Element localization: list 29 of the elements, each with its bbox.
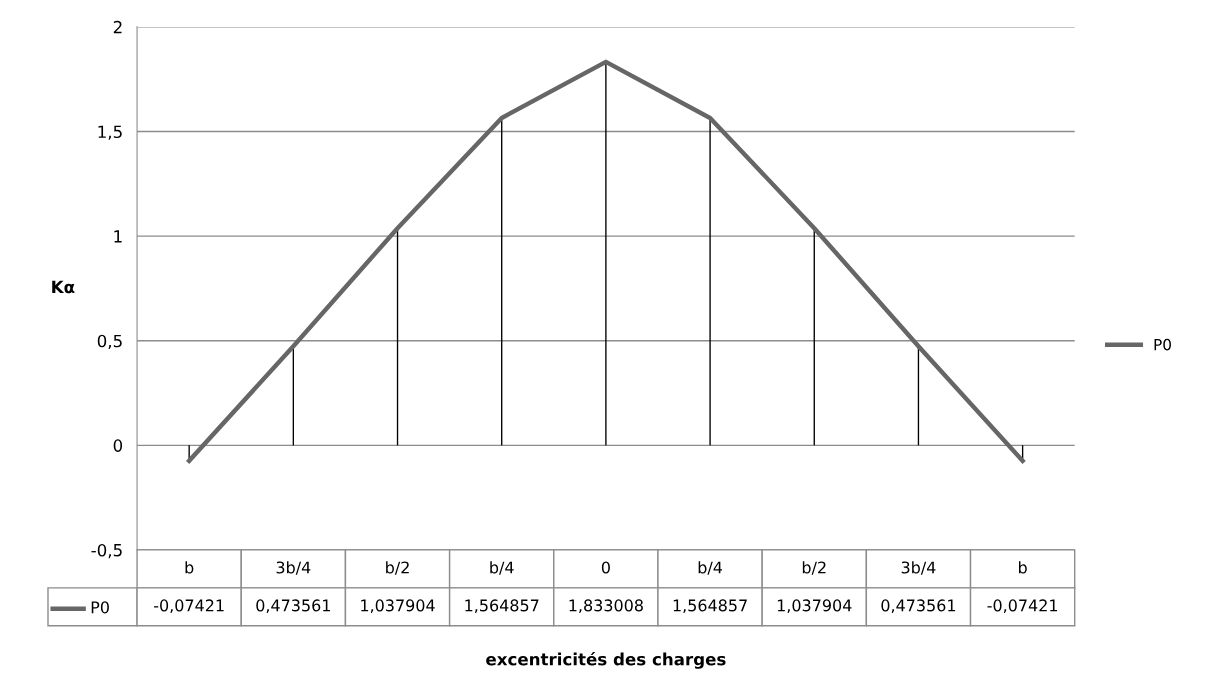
y-tick-label: 0,5 [97, 334, 122, 349]
data-label: 1,037904 [361, 599, 435, 614]
y-tick-label: 1,5 [98, 125, 122, 140]
text: P0 [91, 601, 109, 614]
data-label: 1,833008 [569, 599, 643, 614]
y-tick-label: 2 [113, 20, 122, 34]
data-label: 1,564857 [673, 599, 747, 614]
y-axis-title: Kα [52, 280, 75, 294]
line-series [186, 59, 1025, 464]
x-tick-label: 3b/4 [276, 561, 311, 575]
legend-label: P0 [1154, 338, 1171, 351]
data-label: 0,473561 [881, 599, 956, 614]
y-tick-label: -0,5 [91, 543, 122, 559]
y-tick-label: 1 [114, 230, 122, 243]
x-tick-label: b/4 [490, 561, 514, 575]
data-label: 1,564857 [465, 599, 539, 614]
data-label: -0,07421 [987, 599, 1058, 614]
x-tick-label: b [185, 561, 194, 574]
x-tick-label: b/2 [386, 561, 409, 575]
data-label: 1,037904 [777, 599, 852, 614]
data-label: -0,07421 [154, 599, 224, 614]
x-tick-label: 0 [601, 561, 610, 574]
x-axis-title: excentricités des charges [486, 651, 726, 669]
x-tick-label: b/2 [802, 561, 826, 575]
data-label: 0,473561 [256, 599, 330, 614]
y-tick-label: 0 [113, 439, 123, 452]
x-tick-label: b [1019, 561, 1027, 574]
x-tick-label: 3b/4 [901, 561, 936, 575]
x-tick-label: b/4 [698, 561, 723, 575]
